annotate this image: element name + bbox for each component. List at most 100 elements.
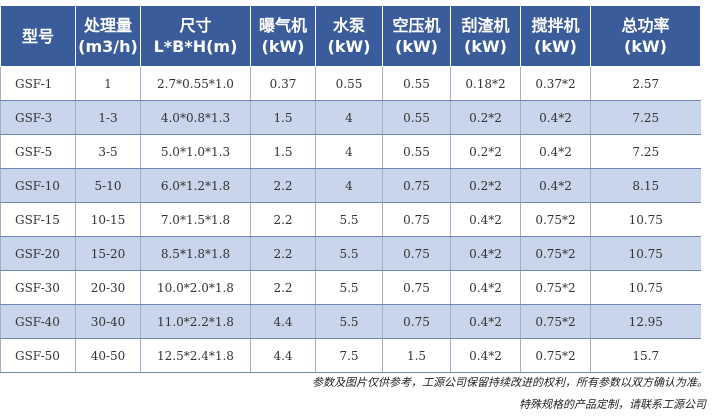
table-cell: 5-10 bbox=[75, 168, 141, 203]
header-line: 曝气机 bbox=[258, 16, 307, 35]
table-cell: 0.4*2 bbox=[450, 270, 521, 305]
table-cell: 10.75 bbox=[590, 270, 701, 305]
table-cell: GSF-3 bbox=[0, 100, 76, 135]
table-cell: 0.4*2 bbox=[520, 168, 591, 203]
header-cell: 总功率 (kW) bbox=[590, 5, 701, 67]
table-cell: 4 bbox=[315, 134, 383, 169]
table-cell: GSF-5 bbox=[0, 134, 76, 169]
table-cell: 7.5 bbox=[315, 338, 383, 373]
note: 参数及图片仅供参考，工源公司保留持续改进的权利，所有参数以双方确认为准。 bbox=[312, 376, 708, 389]
table-cell: 0.4*2 bbox=[450, 236, 521, 271]
table-row: GSF-40 30-40 11.0*2.2*1.8 4.4 5.5 0.75 0.4*2 0.… bbox=[0, 304, 701, 339]
table-cell: 1-3 bbox=[75, 100, 141, 135]
table-cell: 5.5 bbox=[315, 236, 383, 271]
table-cell: 5.5 bbox=[315, 270, 383, 305]
header-line: 水泵 bbox=[332, 16, 365, 35]
table-row: GSF-20 15-20 8.5*1.8*1.8 2.2 5.5 0.75 0.4*2 0.7… bbox=[0, 236, 701, 271]
table-cell: 1 bbox=[75, 66, 141, 101]
table-cell: GSF-50 bbox=[0, 338, 76, 373]
table-row: GSF-15 10-15 7.0*1.5*1.8 2.2 5.5 0.75 0.4*2 0.7… bbox=[0, 202, 701, 237]
table-cell: 2.2 bbox=[250, 236, 316, 271]
table-cell: GSF-40 bbox=[0, 304, 76, 339]
header-cell: 刮渣机 (kW) bbox=[450, 5, 521, 67]
table-cell: 1.5 bbox=[250, 134, 316, 169]
table-cell: 0.75 bbox=[382, 168, 451, 203]
table-cell: 4 bbox=[315, 168, 383, 203]
table-cell: 2.2 bbox=[250, 168, 316, 203]
header-line: L*B*H(m) bbox=[153, 37, 238, 56]
header-cell: 空压机 (kW) bbox=[382, 5, 451, 67]
table-cell: 0.4*2 bbox=[450, 304, 521, 339]
header-cell: 曝气机 (kW) bbox=[250, 5, 316, 67]
table-cell: 2.2 bbox=[250, 202, 316, 237]
table-row: GSF-5 3-5 5.0*1.0*1.3 1.5 4 0.55 0.2*2 0.4*2 7.2… bbox=[0, 134, 701, 169]
table-cell: 0.75 bbox=[382, 236, 451, 271]
table-cell: 4.0*0.8*1.3 bbox=[140, 100, 251, 135]
header-line: (kW) bbox=[534, 37, 577, 56]
table-cell: 0.55 bbox=[315, 66, 383, 101]
header-line: (kW) bbox=[464, 37, 507, 56]
table-cell: GSF-20 bbox=[0, 236, 76, 271]
table-cell: 0.37 bbox=[250, 66, 316, 101]
table-cell: 6.0*1.2*1.8 bbox=[140, 168, 251, 203]
header-cell: 搅拌机 (kW) bbox=[520, 5, 591, 67]
table-row: GSF-3 1-3 4.0*0.8*1.3 1.5 4 0.55 0.2*2 0.4*2 7.2… bbox=[0, 100, 701, 135]
table-cell: 0.4*2 bbox=[520, 100, 591, 135]
table-body: GSF-1 1 2.7*0.55*1.0 0.37 0.55 0.55 0.18*2 0.37… bbox=[0, 66, 701, 373]
table-cell: 1.5 bbox=[382, 338, 451, 373]
header-line: 刮渣机 bbox=[461, 16, 510, 35]
table-cell: 0.2*2 bbox=[450, 100, 521, 135]
table-cell: 8.15 bbox=[590, 168, 701, 203]
table-cell: 1.5 bbox=[250, 100, 316, 135]
table-cell: 0.75*2 bbox=[520, 338, 591, 373]
table-cell: 0.75 bbox=[382, 304, 451, 339]
header-cell: 型号 bbox=[0, 5, 76, 67]
table-cell: 10-15 bbox=[75, 202, 141, 237]
table-cell: 10.0*2.0*1.8 bbox=[140, 270, 251, 305]
table-cell: 12.95 bbox=[590, 304, 701, 339]
table-cell: GSF-30 bbox=[0, 270, 76, 305]
table-cell: 10.75 bbox=[590, 202, 701, 237]
table-cell: GSF-1 bbox=[0, 66, 76, 101]
table-cell: 0.4*2 bbox=[520, 134, 591, 169]
table-cell: 0.75*2 bbox=[520, 304, 591, 339]
header-line: 空压机 bbox=[392, 16, 441, 35]
table-cell: 0.75 bbox=[382, 202, 451, 237]
table-cell: 0.55 bbox=[382, 100, 451, 135]
table-row: GSF-10 5-10 6.0*1.2*1.8 2.2 4 0.75 0.2*2 0.4*2 8… bbox=[0, 168, 701, 203]
table-cell: GSF-10 bbox=[0, 168, 76, 203]
header-line: (m3/h) bbox=[78, 37, 138, 56]
table-cell: 30-40 bbox=[75, 304, 141, 339]
table-cell: 0.4*2 bbox=[450, 202, 521, 237]
table-cell: 0.75*2 bbox=[520, 202, 591, 237]
table-cell: 15.7 bbox=[590, 338, 701, 373]
header-line: (kW) bbox=[624, 37, 667, 56]
table-cell: 5.0*1.0*1.3 bbox=[140, 134, 251, 169]
table-cell: 15-20 bbox=[75, 236, 141, 271]
table-cell: 4 bbox=[315, 100, 383, 135]
table-cell: 0.55 bbox=[382, 66, 451, 101]
table-row: GSF-50 40-50 12.5*2.4*1.8 4.4 7.5 1.5 0.4*2 0.7… bbox=[0, 338, 701, 373]
table-cell: 4.4 bbox=[250, 304, 316, 339]
table-cell: 0.75*2 bbox=[520, 236, 591, 271]
table-cell: 0.18*2 bbox=[450, 66, 521, 101]
spec-table: 型号 处理量 (m3/h) 尺寸 L*B*H(m) 曝气机 (kW) 水泵 (kW) 空压机 (kW… bbox=[0, 5, 701, 373]
table-cell: 0.4*2 bbox=[450, 338, 521, 373]
table-cell: 2.2 bbox=[250, 270, 316, 305]
header-line: 尺寸 bbox=[179, 16, 212, 35]
table-cell: 2.7*0.55*1.0 bbox=[140, 66, 251, 101]
header-cell: 水泵 (kW) bbox=[315, 5, 383, 67]
table-cell: 0.75*2 bbox=[520, 270, 591, 305]
table-cell: GSF-15 bbox=[0, 202, 76, 237]
table-cell: 0.2*2 bbox=[450, 134, 521, 169]
header-line: (kW) bbox=[327, 37, 371, 56]
table-cell: 0.75 bbox=[382, 270, 451, 305]
table-cell: 0.2*2 bbox=[450, 168, 521, 203]
table-cell: 0.37*2 bbox=[520, 66, 591, 101]
table-cell: 3-5 bbox=[75, 134, 141, 169]
table-cell: 2.57 bbox=[590, 66, 701, 101]
table-cell: 5.5 bbox=[315, 202, 383, 237]
table-cell: 11.0*2.2*1.8 bbox=[140, 304, 251, 339]
table-cell: 40-50 bbox=[75, 338, 141, 373]
